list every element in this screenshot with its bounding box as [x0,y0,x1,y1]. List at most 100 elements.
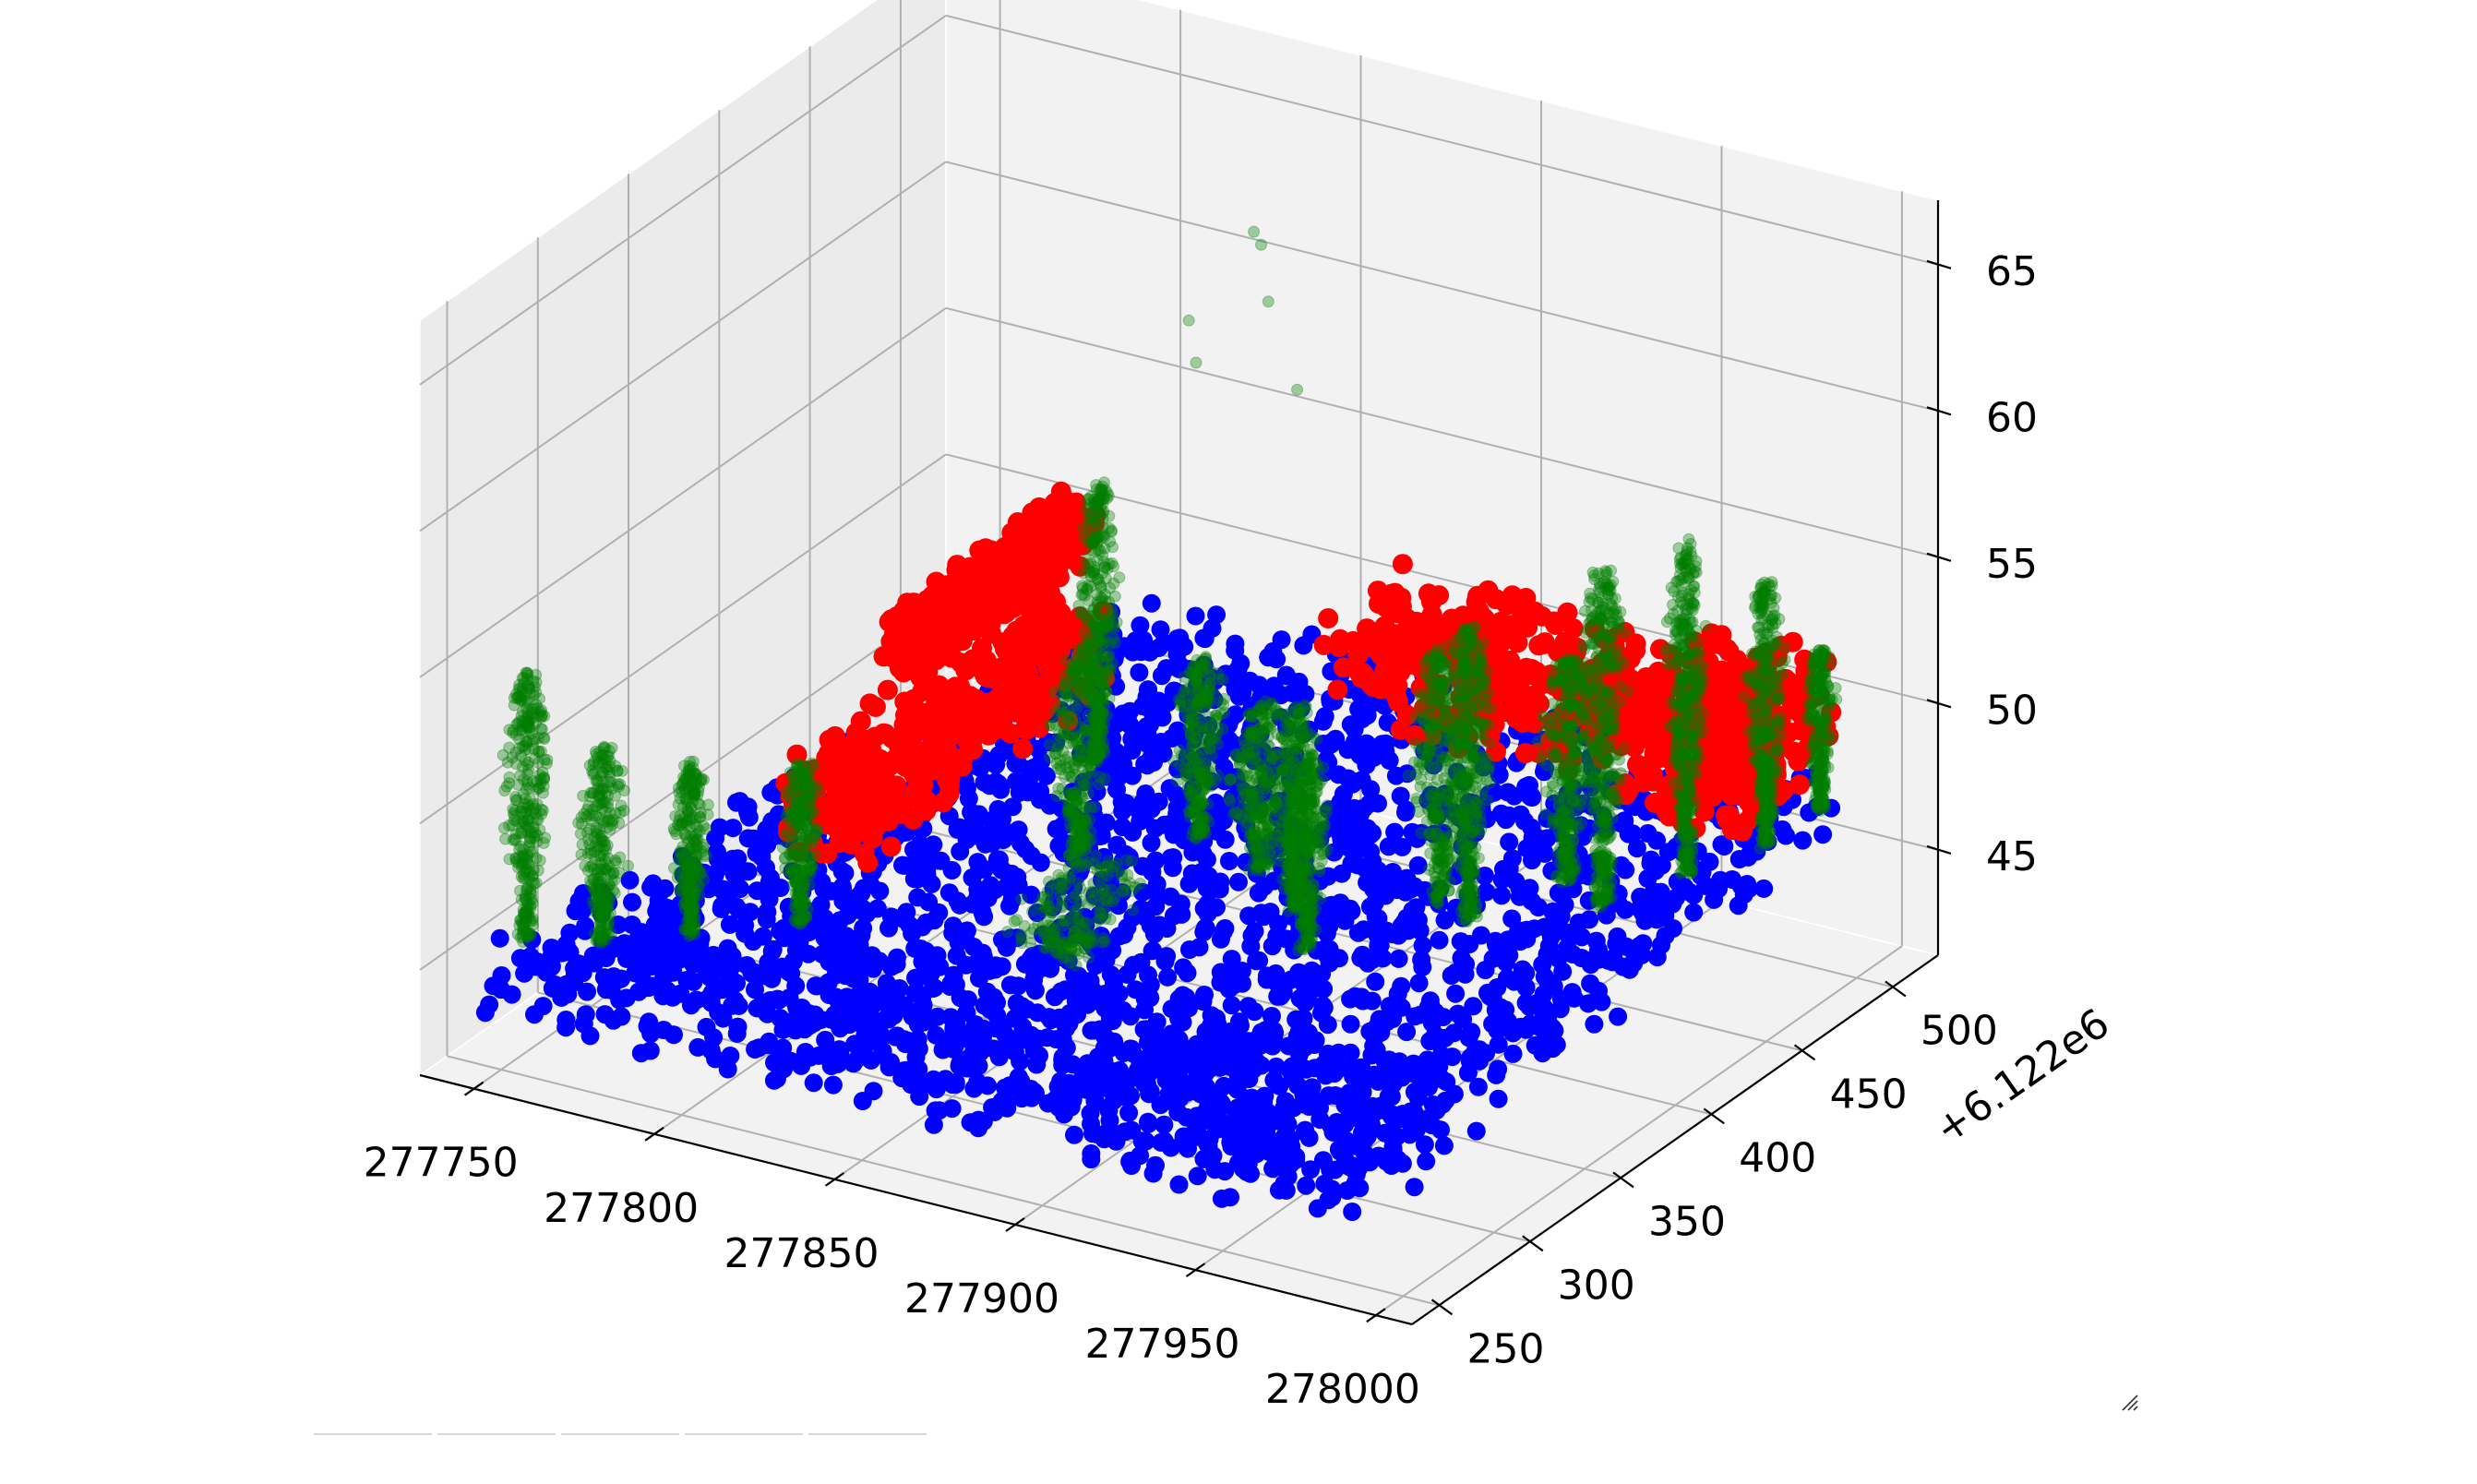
vegetation-point [519,905,532,918]
building-point [1329,637,1350,658]
ground-point [1131,952,1151,972]
vegetation-point [508,699,521,712]
vegetation-point [593,746,606,759]
ground-point [1406,898,1426,917]
ground-point [1123,908,1143,927]
building-point [1357,618,1378,640]
ground-point [1117,794,1136,813]
ground-point [654,1021,674,1039]
z-tick-label: 45 [1986,833,2038,880]
ground-point [1525,919,1544,939]
building-point [1727,780,1748,801]
ground-point [897,1060,916,1080]
ground-point [704,865,724,884]
ground-point [1193,992,1213,1011]
ground-point [1740,880,1759,898]
ground-point [1458,1063,1478,1083]
ground-point [1609,1007,1628,1026]
ground-point [1603,952,1622,972]
ground-point [853,995,872,1014]
ground-point [870,1030,890,1049]
ground-point [1312,1003,1331,1023]
ground-point [868,899,887,918]
ground-point [904,869,924,889]
ground-point [1024,971,1044,989]
vegetation-point [611,764,624,777]
ground-point [1136,1131,1155,1151]
building-point [986,719,1007,740]
ground-point [1406,1083,1425,1102]
ground-point [944,1039,963,1059]
ground-point [760,991,780,1010]
building-point [1318,608,1339,628]
ground-point [725,991,745,1011]
ground-point [1492,886,1512,905]
ground-point [944,965,963,985]
ground-point [724,819,743,838]
ground-point [1165,1094,1184,1112]
ground-point [1229,1032,1249,1051]
ground-point [825,1005,844,1024]
building-point [1029,497,1049,518]
ground-point [1066,867,1085,886]
building-point [1626,723,1646,744]
ground-point [1095,1071,1115,1091]
building-point [865,696,886,717]
ground-point [1202,1016,1221,1035]
ground-point [959,990,977,1010]
building-point [833,791,855,812]
ground-point [1498,783,1517,802]
ground-point [1684,903,1704,922]
building-point [1528,635,1550,656]
vegetation-point [538,733,551,745]
ground-point [911,939,930,959]
ground-point [957,831,976,849]
ground-point [682,856,701,875]
ground-point [657,914,676,933]
ground-point [1164,825,1183,844]
ground-point [1074,832,1094,852]
ground-point [1025,759,1045,778]
building-point [965,688,987,710]
ground-point [757,910,776,929]
ground-point [1391,786,1410,806]
ground-point [1361,1119,1381,1137]
ground-point [914,996,933,1015]
ground-point [826,928,845,947]
x-tick-label: 277950 [1085,1321,1240,1368]
ground-point [604,967,623,987]
ground-point [1656,927,1675,946]
building-point [1421,604,1442,625]
ground-point [1516,963,1536,983]
ground-point [1500,832,1519,852]
vegetation-point [519,719,532,732]
ground-point [1625,946,1645,965]
ground-point [1001,928,1021,948]
vegetation-point [509,746,522,759]
ground-point [1448,1004,1467,1023]
ground-point [1487,1065,1506,1084]
ground-point [1279,1144,1298,1164]
ground-point [1313,1056,1333,1074]
ground-point [1533,955,1552,975]
ground-point [921,1011,940,1030]
building-point [1384,582,1406,604]
ground-point [574,884,592,903]
vegetation-point [517,856,530,868]
ground-point [698,989,717,1009]
ground-point [981,876,1000,895]
ground-point [1460,935,1479,953]
ground-point [1065,1125,1083,1144]
vegetation-point [509,728,522,741]
ground-point [1406,1007,1425,1026]
ground-point [838,905,857,925]
ground-point [1564,988,1584,1008]
ground-point [1120,701,1140,721]
building-point [857,748,879,769]
building-point [1398,640,1419,661]
vegetation-point [525,893,538,905]
ground-point [1415,1135,1434,1155]
ground-point [939,883,959,903]
